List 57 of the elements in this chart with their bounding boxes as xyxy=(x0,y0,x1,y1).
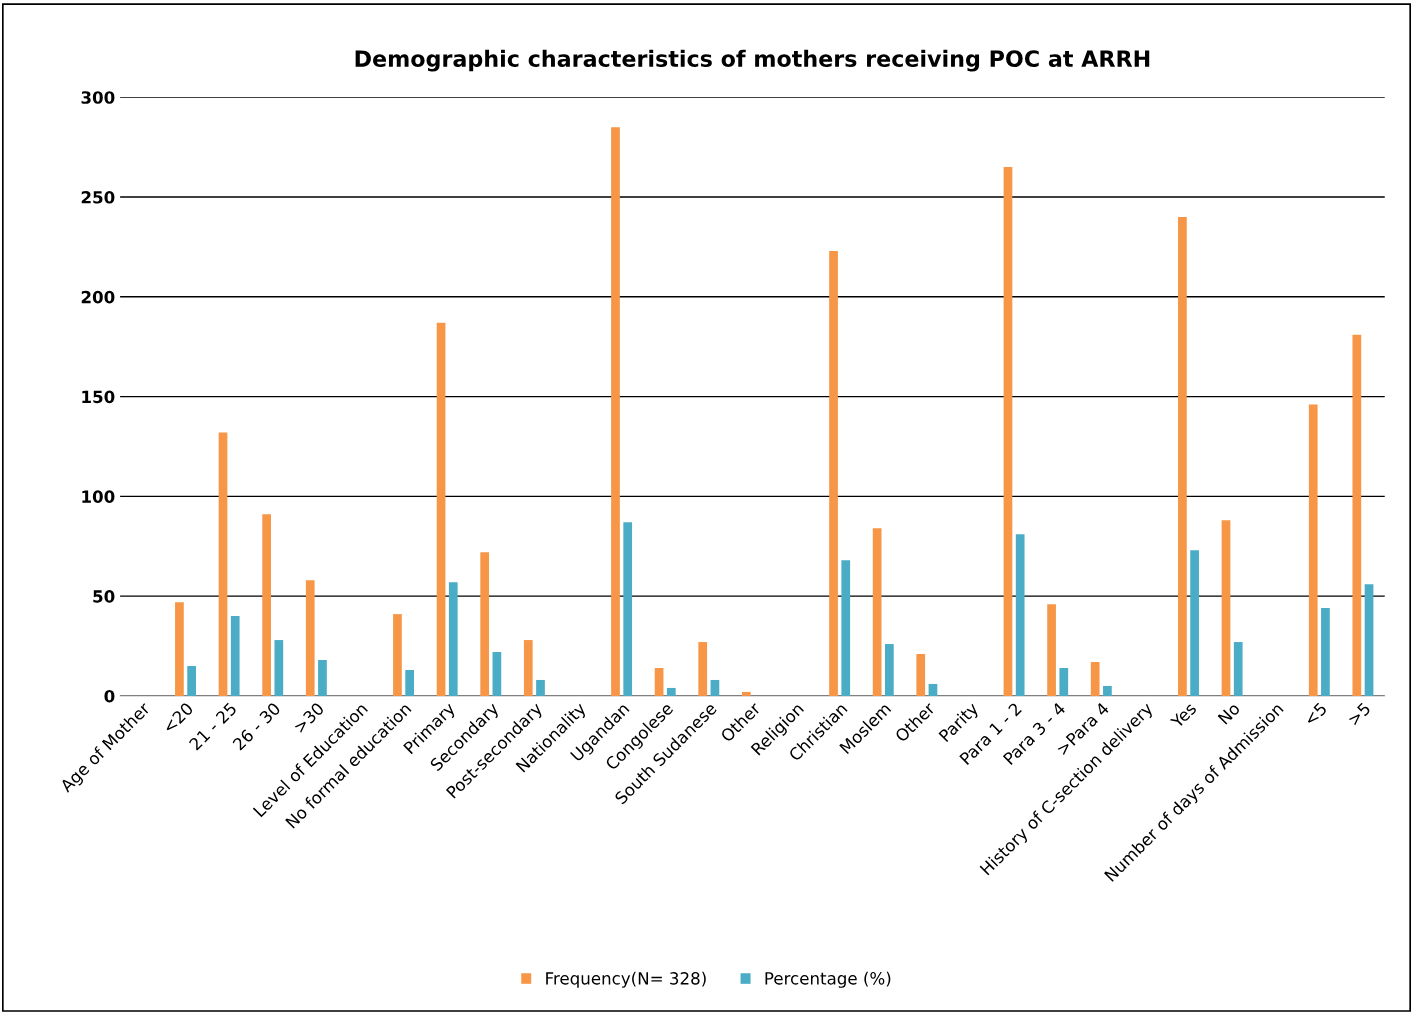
chart-title: Demographic characteristics of mothers receiving POC at ARRH xyxy=(355,49,1150,72)
x-tick-label: <5 xyxy=(1303,702,1328,727)
bar xyxy=(710,679,720,696)
y-tick-label: 150 xyxy=(82,390,115,404)
x-tick-label: Yes xyxy=(1169,701,1198,729)
bar xyxy=(305,580,315,696)
legend-label: Percentage (%) xyxy=(765,971,891,988)
bar xyxy=(318,660,327,696)
y-tick-label: 0 xyxy=(104,689,115,703)
bar xyxy=(1352,334,1362,696)
bar xyxy=(274,640,284,696)
bar xyxy=(1364,584,1374,696)
bar xyxy=(1321,608,1330,696)
bar xyxy=(1190,550,1199,696)
bar xyxy=(175,602,184,696)
bar xyxy=(1178,216,1187,696)
bar xyxy=(698,642,708,696)
legend-label: Frequency(N= 328) xyxy=(546,971,706,988)
bar xyxy=(928,683,938,696)
bar xyxy=(262,514,271,696)
bar xyxy=(1047,604,1056,696)
bar xyxy=(480,552,490,696)
bar xyxy=(1233,642,1243,696)
bar xyxy=(872,528,882,696)
y-tick-label: 100 xyxy=(82,490,115,503)
bar xyxy=(448,582,458,696)
bar xyxy=(1059,667,1069,696)
bar xyxy=(654,667,664,696)
bar xyxy=(230,616,240,696)
bar xyxy=(623,522,633,696)
bar xyxy=(829,250,838,696)
bar xyxy=(218,432,228,696)
y-tick-label: 50 xyxy=(93,590,115,603)
y-tick-label: 200 xyxy=(81,290,115,304)
bar xyxy=(187,666,196,696)
bar xyxy=(1090,662,1100,696)
bar xyxy=(1015,534,1025,696)
bar xyxy=(436,322,446,696)
y-tick-label: 300 xyxy=(81,91,115,104)
bar xyxy=(393,614,402,696)
x-tick-label: <20 xyxy=(162,701,194,734)
bar xyxy=(536,679,545,696)
bar xyxy=(741,691,751,696)
bar xyxy=(1221,520,1231,696)
y-tick-label: 250 xyxy=(81,190,115,204)
bar xyxy=(1003,167,1013,696)
bar xyxy=(916,654,926,696)
bar xyxy=(492,652,502,696)
bar xyxy=(884,644,894,696)
bar xyxy=(1103,685,1112,696)
bar xyxy=(1308,404,1318,696)
bar xyxy=(523,640,533,696)
bar xyxy=(841,560,851,696)
bar xyxy=(405,669,415,696)
x-tick-label: >5 xyxy=(1347,702,1372,727)
bar xyxy=(666,687,676,696)
bar xyxy=(611,127,620,696)
